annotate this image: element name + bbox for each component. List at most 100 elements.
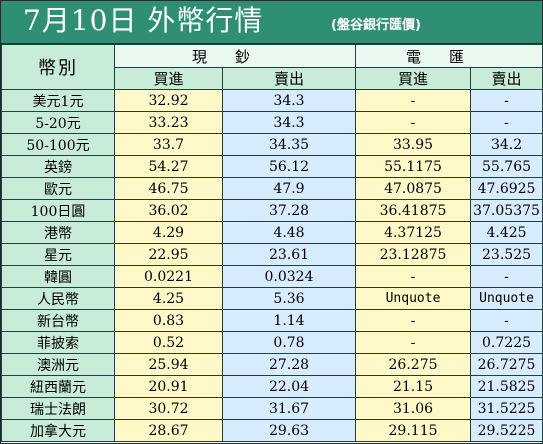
currency-name: 星元	[1, 243, 115, 266]
transfer-buy-cell: -	[355, 111, 472, 134]
cash-sell-cell: 29.63	[221, 419, 357, 442]
table-row: 韓圓 0.0221 0.0324- -	[1, 265, 543, 288]
transfer-buy-cell: -	[355, 309, 472, 332]
cash-buy-cell: 4.25	[114, 287, 223, 310]
currency-name: 美元1元	[1, 89, 115, 112]
table-row: 瑞士法朗 30.72 31.67 31.06 31.5225	[1, 397, 543, 420]
cash-sell-cell: 47.9	[221, 177, 357, 200]
transfer-sell-cell: 0.7225	[470, 331, 543, 354]
transfer-sell-cell: 47.6925	[470, 177, 543, 200]
currency-name: 100日圓	[1, 199, 115, 222]
currency-name: 5-20元	[1, 111, 115, 134]
cash-sell-cell: 27.28	[221, 353, 357, 376]
page-title: 7月10日 外幣行情	[23, 4, 264, 37]
cash-sell-cell: 0.0324	[221, 265, 357, 288]
cash-buy-cell: 4.29	[114, 221, 223, 244]
cash-buy-cell: 22.95	[114, 243, 223, 266]
rate-rows: 美元1元 32.92 34.3- - 5-20元 33.23 34.3- - 50-100元…	[1, 89, 543, 442]
cash-buy-cell: 32.92	[114, 89, 223, 112]
table-row: 菲披索 0.52 0.78-0.7225	[1, 331, 543, 354]
cash-buy-cell: 30.72	[114, 397, 223, 420]
transfer-sell-cell: -	[470, 309, 543, 332]
cash-buy-cell: 20.91	[114, 375, 223, 398]
transfer-buy-cell: 36.41875	[355, 199, 472, 222]
transfer-buy-cell: -	[355, 265, 472, 288]
transfer-sell-cell: 26.7275	[470, 353, 543, 376]
transfer-buy-cell: 47.0875	[355, 177, 472, 200]
cash-buy-cell: 54.27	[114, 155, 223, 178]
transfer-sell-cell: 23.525	[470, 243, 543, 266]
cash-sell-cell: 0.78	[221, 331, 357, 354]
cash-buy-header: 買進	[114, 67, 223, 90]
currency-name: 紐西蘭元	[1, 375, 115, 398]
table-row: 星元 22.95 23.61 23.12875 23.525	[1, 243, 543, 266]
transfer-buy-cell: 31.06	[355, 397, 472, 420]
currency-column-header: 幣別	[1, 44, 115, 90]
title-bar: 7月10日 外幣行情 (盤谷銀行匯價)	[1, 1, 542, 44]
currency-name: 菲披索	[1, 331, 115, 354]
cash-sell-cell: 34.3	[221, 89, 357, 112]
currency-name: 歐元	[1, 177, 115, 200]
transfer-buy-cell: 33.95	[355, 133, 472, 156]
currency-name: 港幣	[1, 221, 115, 244]
transfer-sell-cell: 37.05375	[470, 199, 543, 222]
currency-name: 瑞士法朗	[1, 397, 115, 420]
currency-name: 英鎊	[1, 155, 115, 178]
table-row: 100日圓 36.02 37.28 36.41875 37.05375	[1, 199, 543, 222]
cash-sell-cell: 31.67	[221, 397, 357, 420]
table-row: 加拿大元 28.67 29.63 29.115 29.5225	[1, 419, 543, 442]
table-row: 50-100元 33.7 34.35 33.95 34.2	[1, 133, 543, 156]
table-row: 美元1元 32.92 34.3- -	[1, 89, 543, 112]
transfer-buy-cell: 23.12875	[355, 243, 472, 266]
table-row: 人民幣 4.25 5.36 Unquote Unquote	[1, 287, 543, 310]
table-row: 港幣 4.29 4.48 4.37125 4.425	[1, 221, 543, 244]
cash-sell-cell: 34.35	[221, 133, 357, 156]
currency-name: 韓圓	[1, 265, 115, 288]
table-row: 紐西蘭元 20.91 22.04 21.15 21.5825	[1, 375, 543, 398]
transfer-buy-cell: 4.37125	[355, 221, 472, 244]
table-row: 英鎊 54.27 56.12 55.1175 55.765	[1, 155, 543, 178]
cash-sell-header: 賣出	[221, 67, 357, 90]
cash-buy-cell: 33.23	[114, 111, 223, 134]
cash-buy-cell: 0.52	[114, 331, 223, 354]
transfer-sell-cell: 55.765	[470, 155, 543, 178]
transfer-buy-cell: Unquote	[355, 287, 472, 310]
cash-buy-cell: 33.7	[114, 133, 223, 156]
currency-name: 新台幣	[1, 309, 115, 332]
transfer-sell-header: 賣出	[470, 67, 543, 90]
cash-sell-cell: 5.36	[221, 287, 357, 310]
transfer-buy-header: 買進	[355, 67, 472, 90]
cash-sell-cell: 37.28	[221, 199, 357, 222]
currency-name: 澳洲元	[1, 353, 115, 376]
table-row: 5-20元 33.23 34.3- -	[1, 111, 543, 134]
transfer-buy-cell: 26.275	[355, 353, 472, 376]
cash-sell-cell: 34.3	[221, 111, 357, 134]
transfer-sell-cell: 34.2	[470, 133, 543, 156]
cash-sell-cell: 1.14	[221, 309, 357, 332]
currency-name: 50-100元	[1, 133, 115, 156]
transfer-sell-cell: Unquote	[470, 287, 543, 310]
currency-name: 加拿大元	[1, 419, 115, 442]
transfer-sell-cell: 21.5825	[470, 375, 543, 398]
table-row: 澳洲元 25.94 27.28 26.275 26.7275	[1, 353, 543, 376]
cash-buy-cell: 36.02	[114, 199, 223, 222]
cash-buy-cell: 25.94	[114, 353, 223, 376]
cash-sell-cell: 56.12	[221, 155, 357, 178]
cash-sell-cell: 22.04	[221, 375, 357, 398]
cash-buy-cell: 0.83	[114, 309, 223, 332]
cash-buy-cell: 46.75	[114, 177, 223, 200]
transfer-group-header: 電匯	[355, 44, 543, 68]
cash-sell-cell: 4.48	[221, 221, 357, 244]
transfer-buy-cell: -	[355, 331, 472, 354]
transfer-buy-cell: -	[355, 89, 472, 112]
source-label: (盤谷銀行匯價)	[331, 18, 421, 33]
cash-buy-cell: 28.67	[114, 419, 223, 442]
transfer-buy-cell: 21.15	[355, 375, 472, 398]
transfer-buy-cell: 29.115	[355, 419, 472, 442]
transfer-buy-cell: 55.1175	[355, 155, 472, 178]
transfer-sell-cell: -	[470, 111, 543, 134]
transfer-sell-cell: -	[470, 265, 543, 288]
transfer-sell-cell: 31.5225	[470, 397, 543, 420]
transfer-sell-cell: 4.425	[470, 221, 543, 244]
